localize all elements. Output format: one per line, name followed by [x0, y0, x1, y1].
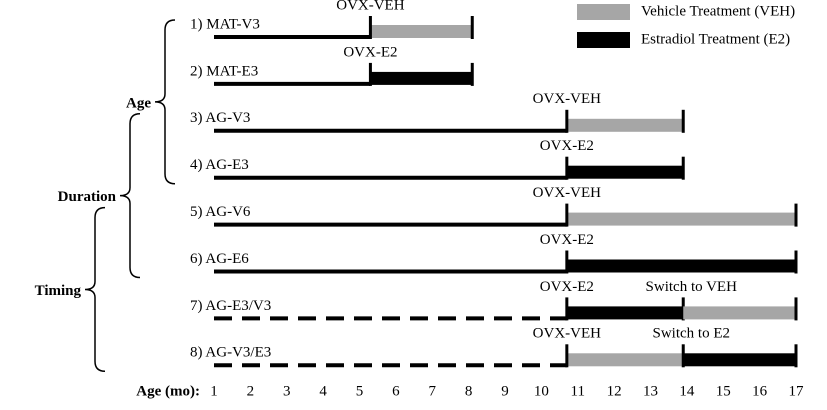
- x-tick-label: 13: [643, 383, 658, 399]
- surgery-label: OVX-VEH: [533, 326, 601, 342]
- surgery-label: OVX-VEH: [336, 0, 404, 13]
- treatment-bar: [566, 212, 796, 226]
- row-label: 8) AG-V3/E3: [190, 345, 271, 361]
- treatment-bar: [566, 353, 684, 367]
- x-tick-label: 8: [465, 383, 473, 399]
- row-label: 6) AG-E6: [190, 251, 249, 267]
- bracket-label: Age: [126, 95, 151, 111]
- bracket: [84, 206, 106, 373]
- surgery-label: OVX-E2: [343, 44, 397, 60]
- bracket: [119, 113, 141, 279]
- row-label: 3) AG-V3: [190, 110, 250, 126]
- treatment-bar: [566, 118, 684, 132]
- row-label: 5) AG-V6: [190, 204, 251, 220]
- switch-label: Switch to E2: [652, 326, 730, 342]
- row-label: 7) AG-E3/V3: [190, 298, 271, 314]
- x-tick-label: 11: [571, 383, 585, 399]
- treatment-bar: [683, 306, 796, 320]
- treatment-bar: [370, 25, 473, 38]
- x-tick-label: 15: [716, 383, 731, 399]
- legend-swatch: [577, 4, 630, 20]
- surgery-label: OVX-E2: [540, 138, 594, 154]
- surgery-label: OVX-VEH: [533, 91, 601, 107]
- x-tick-label: 12: [607, 383, 622, 399]
- treatment-bar: [566, 259, 796, 273]
- treatment-bar: [566, 306, 684, 320]
- x-tick-label: 5: [356, 383, 364, 399]
- surgery-label: OVX-VEH: [533, 185, 601, 201]
- x-tick-label: 4: [319, 383, 327, 399]
- row-label: 1) MAT-V3: [190, 16, 260, 32]
- surgery-label: OVX-E2: [540, 232, 594, 248]
- bracket: [154, 19, 176, 185]
- x-tick-label: 10: [534, 383, 549, 399]
- legend-label: Vehicle Treatment (VEH): [641, 3, 795, 19]
- bracket-label: Timing: [35, 283, 82, 299]
- x-tick-label: 1: [210, 383, 218, 399]
- legend-label: Estradiol Treatment (E2): [641, 31, 790, 47]
- x-tick-label: 14: [679, 383, 695, 399]
- x-axis-label: Age (mo):: [136, 383, 200, 399]
- x-tick-label: 9: [501, 383, 509, 399]
- surgery-label: OVX-E2: [540, 279, 594, 295]
- row-label: 2) MAT-E3: [190, 63, 258, 79]
- bracket-label: Duration: [58, 189, 117, 205]
- treatment-bar: [566, 165, 684, 179]
- treatment-bar: [683, 353, 796, 367]
- x-tick-label: 6: [392, 383, 400, 399]
- switch-label: Switch to VEH: [646, 279, 738, 295]
- x-tick-label: 2: [247, 383, 255, 399]
- x-tick-label: 7: [429, 383, 437, 399]
- x-tick-label: 16: [752, 383, 768, 399]
- x-tick-label: 17: [789, 383, 805, 399]
- x-tick-label: 3: [283, 383, 291, 399]
- treatment-bar: [370, 71, 473, 85]
- row-label: 4) AG-E3: [190, 157, 249, 173]
- legend-swatch: [577, 32, 630, 48]
